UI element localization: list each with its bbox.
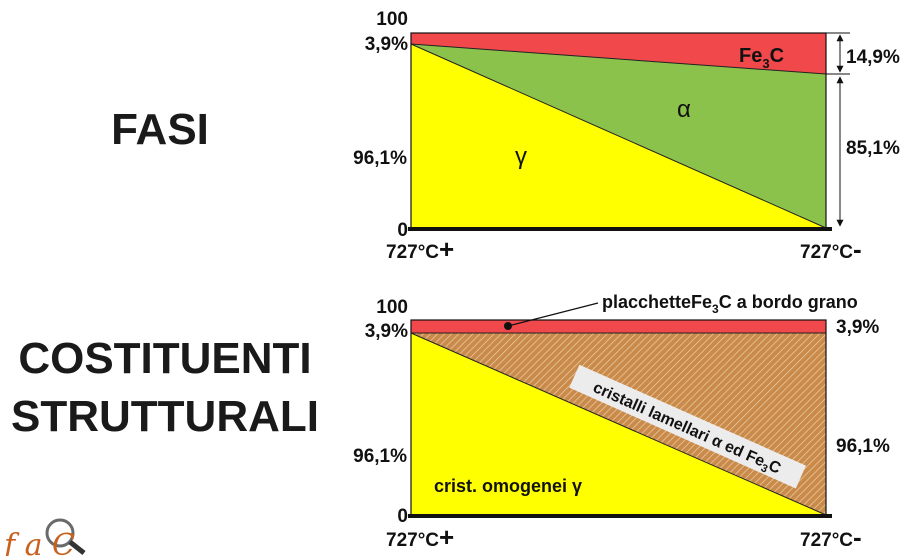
top-y-eutectoid-label: 3,9% [365,34,408,55]
top-gamma-label: γ [515,143,527,170]
bottom-x-left-temp: 727°C [386,530,439,551]
constituents-title-line1: COSTITUENTI [18,334,312,383]
bottom-x-right-sign: - [853,522,862,552]
bottom-y-eutectoid-label: 3,9% [365,321,408,342]
bottom-x-right-temp: 727°C [800,530,853,551]
constituents-title-line2: STRUTTURALI [11,392,319,441]
constituents-title: COSTITUENTI STRUTTURALI [0,330,330,446]
top-y-top-label: 100 [376,9,408,30]
bottom-x-left-label: 727°C+ [386,522,454,552]
top-x-right-sign: - [853,234,862,264]
bottom-right-top-pct: 3,9% [836,317,879,338]
logo: f a C [2,518,86,556]
top-fe3c-label: Fe3C [739,45,784,71]
top-right-fe3c-pct: 14,9% [846,47,900,68]
top-fe3c-region [411,33,826,74]
top-fe3c-base: Fe [739,45,762,67]
top-x-right-temp: 727°C [800,242,853,263]
top-x-left-label: 727°C+ [386,234,454,264]
top-diagram: 100 3,9% 96,1% 0 727°C+ 727°C- Fe3C α γ … [353,9,900,264]
bottom-diagram: placchetteFe3C a bordo grano 100 3,9% 96… [353,292,890,552]
bottom-gamma-boundary [410,332,827,516]
top-fe3c-boundary [410,43,827,75]
bottom-fe3c-band [411,320,826,333]
callout-label: placchetteFe3C a bordo grano [602,292,858,316]
bottom-y-top-label: 100 [376,297,408,318]
top-gamma-boundary [410,43,827,229]
logo-magnifier-handle [68,540,86,555]
logo-magnifier-icon [45,518,75,548]
homogeneous-label: crist. omogenei γ [434,476,582,496]
callout-dot [504,322,512,330]
lamellar-label-box [569,364,806,489]
phases-title: FASI [111,105,209,154]
bottom-x-left-sign: + [439,522,454,552]
bottom-y-zero-label: 0 [397,506,408,527]
top-x-left-temp: 727°C [386,242,439,263]
callout-sub: 3 [712,302,719,316]
callout-leader [507,302,599,327]
bottom-x-right-label: 727°C- [800,522,862,552]
lamellar-sub: 3 [759,462,769,475]
top-x-left-sign: + [439,234,454,264]
top-fe3c-sub: 3 [762,56,769,71]
bottom-y-gamma-label: 96,1% [353,446,407,467]
top-y-zero-label: 0 [397,220,408,241]
top-fe3c-suffix: C [770,45,784,67]
bottom-right-mid-pct: 96,1% [836,436,890,457]
callout-pre: placchetteFe [602,292,712,312]
top-x-right-label: 727°C- [800,234,862,264]
callout-post: C a bordo grano [719,292,858,312]
top-right-alpha-pct: 85,1% [846,138,900,159]
logo-text: f a C [2,528,75,556]
top-y-gamma-label: 96,1% [353,148,407,169]
top-alpha-label: α [677,96,691,123]
